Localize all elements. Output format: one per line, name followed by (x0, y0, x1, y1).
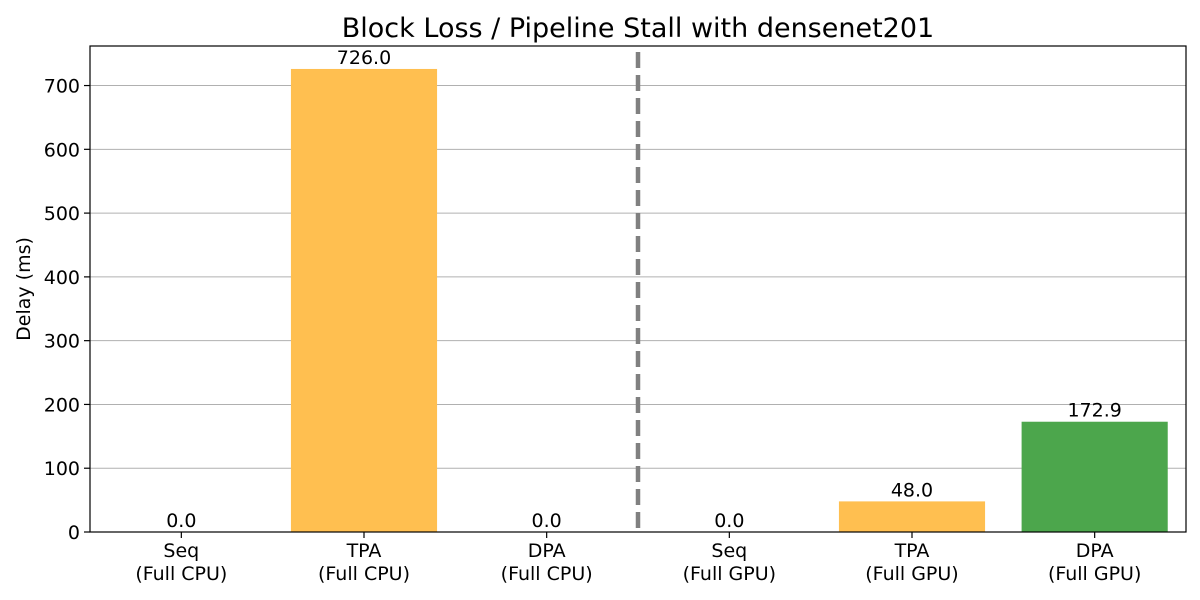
y-tick-label: 200 (44, 394, 80, 416)
bar (290, 68, 438, 532)
bar-value-label: 172.9 (1067, 400, 1121, 422)
bars (290, 68, 1168, 532)
bar-value-label: 0.0 (532, 510, 562, 532)
x-ticks: Seq(Full CPU)TPA(Full CPU)DPA(Full CPU)S… (135, 532, 1141, 585)
x-tick-label: (Full GPU) (683, 563, 776, 585)
y-tick-label: 300 (44, 331, 80, 353)
bar-value-label: 0.0 (166, 510, 196, 532)
x-tick-label: Seq (711, 540, 747, 562)
x-tick-label: TPA (346, 540, 382, 562)
y-axis-label: Delay (ms) (13, 237, 35, 341)
x-tick-label: (Full GPU) (1048, 563, 1141, 585)
x-tick-label: (Full CPU) (135, 563, 227, 585)
y-tick-label: 700 (44, 76, 80, 98)
bar-value-label: 0.0 (714, 510, 744, 532)
x-tick-label: (Full GPU) (865, 563, 958, 585)
x-tick-label: DPA (528, 540, 566, 562)
x-tick-label: (Full CPU) (318, 563, 410, 585)
x-tick-label: DPA (1076, 540, 1114, 562)
chart-title: Block Loss / Pipeline Stall with densene… (342, 13, 934, 44)
x-tick-label: TPA (894, 540, 930, 562)
bar (838, 501, 986, 532)
data-labels: 0.0 726.0 0.0 0.0 48.0 172.9 (166, 47, 1122, 532)
y-tick-label: 500 (44, 203, 80, 225)
bar (1021, 421, 1168, 532)
bar-value-label: 726.0 (337, 47, 391, 69)
y-tick-label: 400 (44, 267, 80, 289)
y-tick-label: 0 (68, 522, 80, 544)
y-tick-label: 100 (44, 458, 80, 480)
plot-frame (89, 45, 1187, 533)
y-ticks: 0 100 200 300 400 500 600 700 (44, 76, 90, 544)
bar-value-label: 48.0 (891, 479, 933, 501)
x-tick-label: (Full CPU) (501, 563, 593, 585)
x-tick-label: Seq (163, 540, 199, 562)
y-tick-label: 600 (44, 139, 80, 161)
